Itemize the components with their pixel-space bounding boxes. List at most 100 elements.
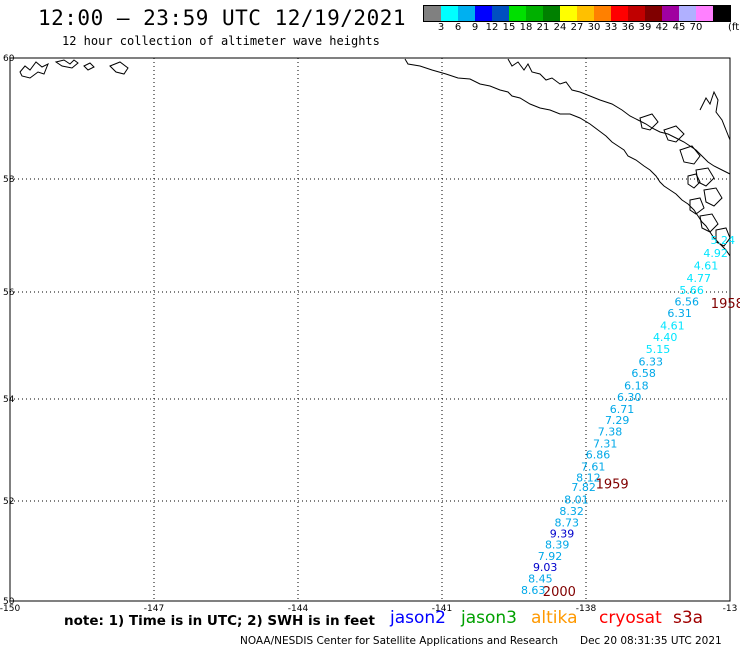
longitude-label: -138: [576, 604, 597, 614]
latitude-label: 56: [3, 288, 15, 298]
color-swatch: [645, 6, 662, 21]
archipelago-9: [687, 173, 701, 189]
wave-height-value: 6.86: [586, 449, 611, 462]
footer-org: NOAA/NESDIS Center for Satellite Applica…: [240, 635, 558, 647]
latitude-label: 58: [3, 175, 15, 185]
coastline-fjords: [507, 58, 731, 175]
graticule: [10, 58, 730, 601]
color-swatch: [594, 6, 611, 21]
wave-height-value: 9.39: [550, 528, 575, 541]
wave-height-value: 5.24: [711, 234, 736, 247]
wave-height-value: 8.32: [559, 505, 584, 518]
wave-height-value: 7.38: [598, 426, 623, 439]
archipelago-7: [699, 213, 719, 233]
wave-height-value: 4.61: [660, 319, 685, 332]
wave-height-value: 4.61: [694, 259, 719, 272]
color-swatch: [577, 6, 594, 21]
latitude-label: 60: [3, 54, 15, 64]
footer: NOAA/NESDIS Center for Satellite Applica…: [240, 635, 722, 647]
map-frame: [9, 57, 731, 602]
color-scale-label: 30: [587, 22, 601, 33]
wave-height-value: 6.56: [675, 295, 700, 308]
color-scale-label: 3: [437, 22, 445, 33]
color-swatch: [628, 6, 645, 21]
color-scale-label: 45: [672, 22, 686, 33]
color-swatch: [696, 6, 713, 21]
wave-height-value: 6.58: [631, 367, 656, 380]
color-scale-label: 24: [553, 22, 567, 33]
coastline-northwest: [19, 61, 49, 79]
chart-title: 12:00 — 23:59 UTC 12/19/2021: [38, 6, 407, 30]
footnote: note: 1) Time is in UTC; 2) SWH is in fe…: [64, 613, 375, 629]
wave-height-value: 7.31: [593, 437, 618, 450]
color-scale-label: 18: [519, 22, 533, 33]
wave-height-value: 7.61: [581, 460, 606, 473]
color-scale-label: 33: [604, 22, 618, 33]
latitude-label: 52: [3, 497, 14, 507]
color-swatch: [543, 6, 560, 21]
longitude-label: -150: [0, 604, 20, 614]
archipelago-3: [679, 145, 701, 165]
wave-height-value: 8.45: [528, 573, 553, 586]
coastline-northwest-3: [109, 61, 129, 75]
wave-height-value: 8.63: [521, 584, 546, 597]
color-swatch: [475, 6, 492, 21]
wave-height-value: 7.82: [571, 481, 596, 494]
time-label: 2000: [543, 585, 576, 600]
color-scale-label: 27: [570, 22, 584, 33]
longitude-label: -13: [723, 604, 738, 614]
wave-height-value: 9.03: [533, 561, 558, 574]
color-scale-label: 15: [502, 22, 516, 33]
wave-height-value: 6.71: [610, 403, 635, 416]
wave-height-value: 6.18: [624, 379, 649, 392]
wave-height-value: 8.39: [545, 539, 570, 552]
wave-height-value: 8.12: [576, 472, 601, 485]
footer-timestamp: Dec 20 08:31:35 UTC 2021: [580, 635, 722, 647]
wave-height-value: 5.66: [679, 284, 704, 297]
color-scale-label: 21: [536, 22, 550, 33]
color-scale-label: 70: [689, 22, 703, 33]
satellite-jason2: jason2: [390, 608, 446, 628]
color-swatch: [662, 6, 679, 21]
wave-height-value: 4.92: [703, 247, 728, 260]
wave-height-value: 5.15: [646, 343, 671, 356]
color-scale-label: 6: [454, 22, 462, 33]
wave-height-value: 4.77: [687, 272, 712, 285]
color-scale-label: 36: [621, 22, 635, 33]
archipelago-1: [639, 113, 659, 131]
time-label: 1959: [596, 477, 629, 492]
color-swatch: [560, 6, 577, 21]
color-swatch: [713, 6, 730, 21]
satellite-jason3: jason3: [461, 608, 517, 628]
color-swatch: [611, 6, 628, 21]
archipelago-5: [703, 187, 723, 207]
color-scale-unit: (ft): [728, 22, 740, 33]
axis-labels: -150 -147 -144 -141 -138 -13 60 58 56 54 52 50: [0, 54, 737, 614]
wave-height-value: 6.33: [639, 355, 664, 368]
coastline: [19, 58, 731, 257]
wave-height-value: 7.29: [605, 414, 630, 427]
longitude-label: -144: [288, 604, 309, 614]
color-scale-label: 12: [485, 22, 499, 33]
wave-height-value: 6.30: [617, 391, 642, 404]
archipelago-8: [715, 227, 731, 247]
color-swatch: [679, 6, 696, 21]
time-label: 1958: [711, 297, 740, 312]
archipelago-6: [689, 197, 705, 215]
longitude-label: -147: [144, 604, 164, 614]
color-scale-label: 42: [655, 22, 669, 33]
color-swatch: [509, 6, 526, 21]
coastline-gulf: [404, 58, 731, 257]
wave-height-value: 6.31: [667, 307, 692, 320]
latitude-label: 54: [3, 395, 15, 405]
satellite-cryosat: cryosat: [599, 608, 662, 628]
color-swatch: [441, 6, 458, 21]
color-scale-bar: [423, 5, 731, 22]
wave-height-value: 7.92: [538, 550, 563, 563]
chart-subtitle: 12 hour collection of altimeter wave hei…: [62, 34, 380, 48]
coastline-peninsula: [699, 90, 731, 141]
color-swatch: [424, 6, 441, 21]
wave-height-value: 8.01: [564, 494, 589, 507]
color-swatch: [492, 6, 509, 21]
